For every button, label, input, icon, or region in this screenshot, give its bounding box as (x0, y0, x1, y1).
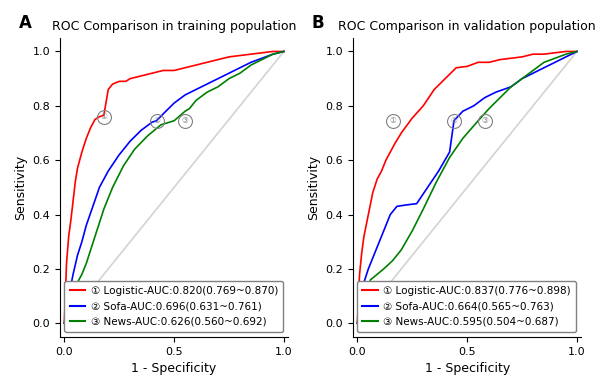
X-axis label: 1 - Specificity: 1 - Specificity (425, 362, 510, 375)
Legend: ① Logistic-AUC:0.820(0.769~0.870), ② Sofa-AUC:0.696(0.631~0.761), ③ News-AUC:0.6: ① Logistic-AUC:0.820(0.769~0.870), ② Sof… (64, 281, 283, 332)
Text: ②: ② (153, 116, 160, 125)
Legend: ① Logistic-AUC:0.837(0.776~0.898), ② Sofa-AUC:0.664(0.565~0.763), ③ News-AUC:0.5: ① Logistic-AUC:0.837(0.776~0.898), ② Sof… (357, 281, 576, 332)
Text: ③: ③ (481, 116, 488, 125)
Title: ROC Comparison in training population: ROC Comparison in training population (52, 19, 296, 33)
X-axis label: 1 - Specificity: 1 - Specificity (131, 362, 217, 375)
Y-axis label: Sensitivity: Sensitivity (307, 155, 320, 220)
Text: ①: ① (100, 112, 107, 121)
Y-axis label: Sensitivity: Sensitivity (14, 155, 27, 220)
Text: ③: ③ (182, 116, 188, 125)
Text: ②: ② (451, 116, 457, 125)
Text: B: B (312, 14, 325, 32)
Text: A: A (19, 14, 32, 32)
Title: ROC Comparison in validation population: ROC Comparison in validation population (338, 19, 596, 33)
Text: ①: ① (389, 116, 396, 125)
